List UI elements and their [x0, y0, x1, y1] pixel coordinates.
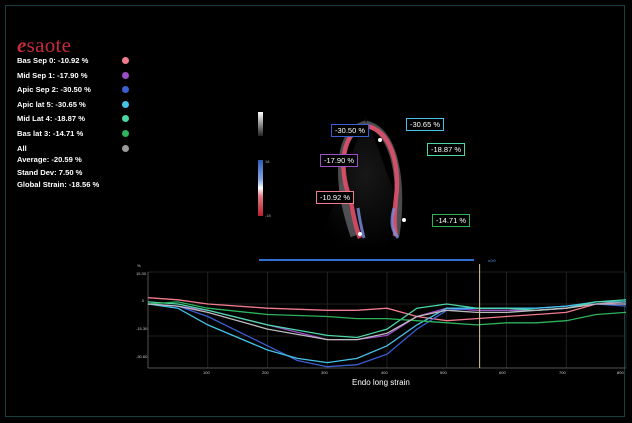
- gray-scale-bar: [258, 112, 263, 136]
- legend-item-mid-lat[interactable]: Mid Lat 4: -18.87 %: [17, 114, 129, 129]
- legend-item-all[interactable]: All: [17, 144, 129, 159]
- tag-mid-sep[interactable]: -17.90 %: [320, 154, 359, 167]
- mid-sep-color-dot[interactable]: [122, 71, 129, 79]
- plot-series: [147, 297, 627, 368]
- colorbar-bottom-label: -18: [265, 213, 271, 218]
- bas-sep-color-dot[interactable]: [122, 57, 129, 64]
- legend-item-bas-sep[interactable]: Bas Sep 0: -10.92 %: [17, 56, 129, 71]
- tag-apic-sep[interactable]: -30.50 %: [331, 124, 370, 137]
- echo-progress-line: [259, 259, 474, 261]
- average-value: Average: -20.59 %: [17, 155, 82, 164]
- ytick-label: -15.30: [136, 326, 148, 331]
- all-color-dot[interactable]: [122, 144, 129, 152]
- xtick-label: 600: [499, 370, 506, 375]
- xtick-label: 500: [440, 370, 447, 375]
- viewer-frame: [5, 5, 625, 417]
- series-line-apic-lat-5: [147, 301, 626, 364]
- x-axis-label: Endo long strain: [352, 378, 410, 387]
- legend-item-apic-lat[interactable]: Apic lat 5: -30.65 %: [17, 100, 129, 115]
- strain-plot: [147, 264, 627, 369]
- series-line-all: [147, 303, 626, 341]
- strain-stats: Average: -20.59 % Stand Dev: 7.50 % Glob…: [17, 155, 99, 193]
- tag-mid-lat[interactable]: -18.87 %: [427, 143, 466, 156]
- xtick-label: 200: [262, 370, 269, 375]
- series-line-bas-lat-3: [147, 301, 627, 326]
- xtick-label: 700: [559, 370, 566, 375]
- esaote-logo: esaote: [17, 33, 72, 57]
- apic-lat-color-dot[interactable]: [122, 100, 129, 108]
- xtick-label: 400: [381, 370, 388, 375]
- colorbar-top-label: 18: [265, 159, 270, 164]
- legend-item-mid-sep[interactable]: Mid Sep 1: -17.90 %: [17, 71, 129, 86]
- bas-lat-color-dot[interactable]: [122, 129, 129, 137]
- xtick-label: 800: [617, 370, 624, 375]
- plot-corner-label: n0/0: [488, 258, 496, 263]
- stand-dev-value: Stand Dev: 7.50 %: [17, 167, 83, 177]
- global-strain-value: Global Strain: -18.56 %: [17, 180, 100, 189]
- xtick-label: 100: [203, 370, 210, 375]
- xtick-label: 300: [321, 370, 328, 375]
- legend-item-bas-lat[interactable]: Bas lat 3: -14.71 %: [17, 129, 129, 144]
- strain-color-bar: [258, 160, 263, 216]
- mid-lat-color-dot[interactable]: [122, 115, 129, 123]
- tag-apic-lat[interactable]: -30.65 %: [406, 118, 445, 131]
- ytick-label: 0: [142, 298, 145, 303]
- ytick-label: 15.30: [136, 271, 147, 276]
- tag-bas-sep[interactable]: -10.92 %: [316, 191, 355, 204]
- apic-sep-color-dot[interactable]: [122, 86, 129, 94]
- ytick-label: -30.60: [136, 354, 148, 359]
- segment-legend: Bas Sep 0: -10.92 % Mid Sep 1: -17.90 % …: [17, 56, 129, 158]
- legend-item-apic-sep[interactable]: Apic Sep 2: -30.50 %: [17, 85, 129, 100]
- tag-bas-lat[interactable]: -14.71 %: [432, 214, 471, 227]
- y-unit-label: %: [137, 263, 141, 268]
